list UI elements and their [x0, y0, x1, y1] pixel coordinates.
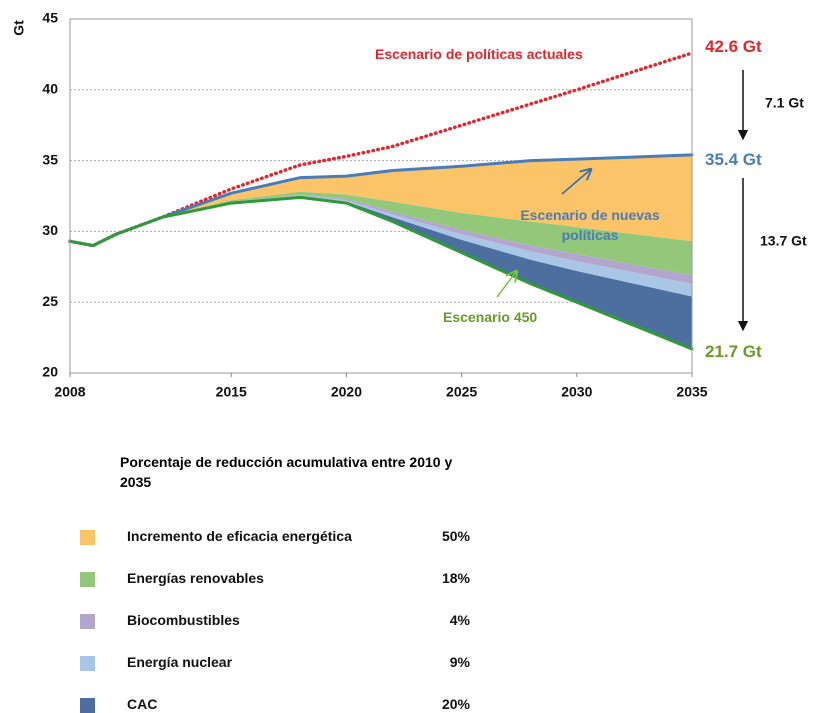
y-tick-label: 35: [42, 151, 58, 167]
plot-frame: [69, 18, 693, 374]
legend-label: Biocombustibles: [127, 612, 240, 628]
y-tick-label: 25: [42, 293, 58, 309]
legend-swatch: [80, 698, 95, 713]
legend-share: 4%: [449, 612, 470, 628]
line-label: Escenario de nuevas políticas: [520, 207, 660, 243]
legend-share: 18%: [441, 570, 470, 586]
legend-label: CAC: [127, 696, 158, 712]
legend-item: Energías renovables 18%: [80, 570, 470, 590]
legend-label: Energía nuclear: [127, 654, 233, 670]
legend-swatch: [80, 614, 95, 629]
legend-item: Incremento de eficacia energética 50%: [80, 528, 470, 548]
y-tick-label: 20: [42, 364, 58, 380]
legend-item: Biocombustibles 4%: [80, 612, 470, 632]
gap-label: 7.1 Gt: [765, 95, 804, 111]
pointer-arrow: [496, 272, 516, 298]
y-tick-label: 40: [42, 81, 58, 97]
line: [68, 195, 694, 351]
y-tick-label: 45: [42, 10, 58, 26]
area: [70, 196, 692, 349]
area: [70, 154, 692, 246]
legend-title: Porcentaje de reducción acumulativa entr…: [120, 454, 453, 490]
legend-item: Energía nuclear 9%: [80, 654, 470, 674]
end-label: 42.6 Gt: [705, 37, 762, 56]
legend-item: CAC 20%: [80, 696, 470, 713]
legend-share: 9%: [449, 654, 470, 670]
legend-swatch: [80, 530, 95, 545]
end-label: 35.4 Gt: [705, 150, 762, 169]
x-tick-label: 2025: [446, 384, 477, 400]
legend-label: Incremento de eficacia energética: [127, 528, 352, 544]
y-tick-label: 30: [42, 222, 58, 238]
legend-share: 50%: [441, 528, 470, 544]
legend-label: Energías renovables: [127, 570, 264, 586]
area: [70, 191, 692, 276]
x-tick-label: 2008: [54, 384, 85, 400]
end-label: 21.7 Gt: [705, 342, 762, 361]
x-tick-label: 2015: [216, 384, 247, 400]
legend-share: 20%: [441, 696, 470, 712]
gap-label: 13.7 Gt: [760, 233, 807, 249]
pointer-arrow: [561, 170, 590, 195]
legend-swatch: [80, 656, 95, 671]
x-tick-label: 2030: [561, 384, 592, 400]
y-axis-label: Gt: [11, 20, 27, 36]
x-tick-label: 2020: [331, 384, 362, 400]
line-label: Escenario 450: [443, 309, 538, 325]
legend-swatch: [80, 572, 95, 587]
line-label: Escenario de políticas actuales: [375, 46, 583, 62]
x-tick-label: 2035: [676, 384, 707, 400]
